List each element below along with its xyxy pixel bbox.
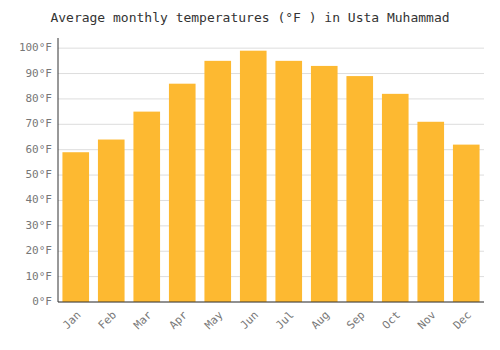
y-tick-label: 70°F: [26, 117, 53, 130]
bar: [346, 76, 373, 302]
axes: [58, 38, 484, 302]
x-axis: Jan Feb Mar Apr May Jun Jul Aug Sep Oct Nov Dec: [60, 308, 474, 332]
chart-container: 0°F 10°F 20°F 30°F 40°F 50°F 60°F 70°F 80°F 90°F 1…: [0, 0, 500, 350]
x-tick-label: Oct: [380, 309, 403, 332]
y-tick-label: 40°F: [26, 193, 53, 206]
x-tick-label: Nov: [415, 308, 439, 332]
y-axis: 0°F 10°F 20°F 30°F 40°F 50°F 60°F 70°F 80°F 90°F 1…: [19, 41, 52, 308]
x-tick-label: Jan: [60, 309, 83, 332]
x-axis-line: [58, 302, 484, 303]
grid-line: [58, 98, 484, 99]
grid-line: [58, 48, 484, 49]
x-tick-label: Feb: [96, 309, 119, 332]
y-tick-label: 10°F: [26, 270, 53, 283]
x-tick-label: May: [202, 308, 226, 332]
grid-line: [58, 73, 484, 74]
x-tick-label: Apr: [167, 308, 191, 332]
bar: [169, 84, 196, 302]
bar: [311, 66, 338, 302]
y-tick-label: 60°F: [26, 143, 53, 156]
y-tick-label: 100°F: [19, 41, 52, 54]
x-tick-label: Dec: [451, 309, 474, 332]
y-tick-label: 50°F: [26, 168, 53, 181]
y-axis-line: [58, 38, 59, 302]
bar: [417, 122, 444, 302]
chart-svg: 0°F 10°F 20°F 30°F 40°F 50°F 60°F 70°F 80°F 90°F 1…: [0, 0, 500, 350]
bar: [453, 145, 480, 302]
bar: [98, 140, 125, 302]
grid-line: [58, 302, 484, 303]
y-tick-label: 90°F: [26, 67, 53, 80]
x-tick-label: Jun: [238, 309, 261, 332]
y-tick-label: 30°F: [26, 219, 53, 232]
bar: [240, 51, 267, 302]
bar: [204, 61, 231, 302]
title: Average monthly temperatures (°F ) in Us…: [50, 10, 449, 25]
y-tick-label: 0°F: [32, 295, 52, 308]
bars: [62, 51, 479, 302]
grid: [58, 48, 484, 302]
bar: [133, 112, 160, 302]
y-tick-label: 20°F: [26, 244, 53, 257]
bar: [382, 94, 409, 302]
bar: [62, 152, 89, 302]
x-tick-label: Aug: [309, 309, 332, 332]
x-tick-label: Sep: [344, 309, 367, 332]
y-tick-label: 80°F: [26, 92, 53, 105]
x-tick-label: Jul: [273, 309, 296, 332]
bar: [275, 61, 302, 302]
x-tick-label: Mar: [131, 308, 155, 332]
